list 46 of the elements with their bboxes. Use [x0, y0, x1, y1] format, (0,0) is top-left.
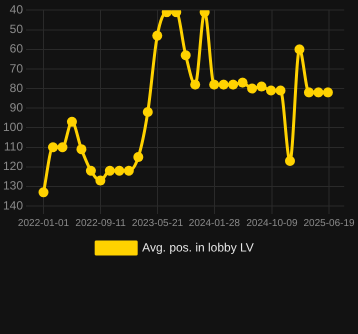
x-tick-label: 2024-01-28	[188, 218, 240, 229]
y-tick-label: 50	[10, 22, 24, 36]
point	[266, 85, 276, 96]
point	[38, 187, 48, 198]
y-tick-label: 40	[10, 2, 24, 17]
x-tick-label: 2025-06-19	[303, 218, 356, 229]
point	[256, 82, 267, 92]
y-tick-label: 140	[2, 198, 24, 212]
point	[313, 87, 324, 98]
point	[114, 166, 124, 176]
point	[190, 80, 200, 90]
point	[152, 30, 162, 41]
point	[304, 87, 314, 98]
y-tick-label: 110	[4, 140, 24, 154]
y-tick-label: 130	[2, 178, 24, 193]
point	[322, 87, 333, 98]
point	[76, 144, 86, 154]
legend-label: Avg. pos. in lobby LV	[142, 240, 254, 254]
point	[228, 80, 238, 90]
point	[180, 50, 191, 60]
point	[48, 142, 58, 152]
x-tick-label: 2023-05-21	[132, 218, 184, 229]
y-tick-label: 90	[10, 100, 24, 114]
y-tick-label: 100	[2, 120, 24, 134]
point	[209, 80, 220, 90]
point	[218, 80, 229, 90]
point	[104, 166, 115, 176]
point	[95, 176, 106, 186]
y-tick-label: 70	[10, 61, 24, 76]
point	[276, 85, 286, 96]
point	[247, 84, 258, 94]
x-tick-label: 2022-09-11	[75, 218, 126, 229]
point	[142, 107, 153, 118]
point	[294, 44, 304, 54]
point	[133, 152, 144, 162]
point	[66, 116, 77, 127]
point	[57, 142, 68, 152]
point	[124, 166, 134, 176]
x-tick-label: 2022-01-01	[18, 218, 70, 229]
y-tick-label: 80	[10, 80, 24, 95]
point	[238, 78, 248, 88]
y-tick-label: 60	[10, 42, 24, 56]
x-tick-label: 2024-10-09	[246, 218, 298, 229]
y-tick-label: 120	[2, 159, 24, 174]
point	[86, 166, 96, 176]
point	[284, 156, 295, 166]
